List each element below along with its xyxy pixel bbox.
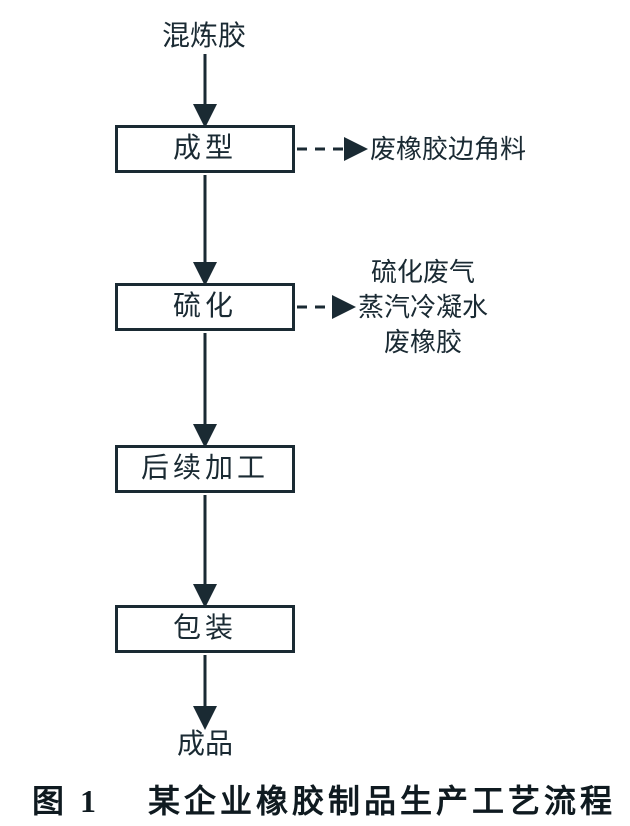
waste-vulcan-line-2: 废橡胶 — [358, 325, 488, 360]
node-molding: 成型 — [115, 125, 295, 173]
node-pack: 包装 — [115, 605, 295, 653]
node-post-label: 后续加工 — [141, 455, 269, 483]
node-post: 后续加工 — [115, 445, 295, 493]
waste-molding: 废橡胶边角料 — [370, 132, 526, 167]
waste-vulcan-line-1: 蒸汽冷凝水 — [358, 290, 488, 325]
node-pack-label: 包装 — [173, 615, 237, 643]
node-end: 成品 — [177, 728, 233, 762]
node-start: 混炼胶 — [162, 20, 246, 54]
node-vulcan-label: 硫化 — [173, 293, 237, 321]
node-vulcan: 硫化 — [115, 283, 295, 331]
arrow-layer — [0, 0, 630, 826]
flowchart-canvas: 混炼胶 成型 硫化 后续加工 包装 成品 废橡胶边角料 硫化废气 蒸汽冷凝水 废… — [0, 0, 630, 826]
figure-caption: 图 1 某企业橡胶制品生产工艺流程 — [32, 776, 616, 822]
waste-vulcan-line-0: 硫化废气 — [358, 255, 488, 290]
node-molding-label: 成型 — [173, 135, 237, 163]
caption-prefix: 图 1 — [32, 783, 100, 819]
waste-vulcan: 硫化废气 蒸汽冷凝水 废橡胶 — [358, 255, 488, 360]
caption-title: 某企业橡胶制品生产工艺流程 — [148, 783, 616, 819]
waste-molding-line-0: 废橡胶边角料 — [370, 132, 526, 167]
